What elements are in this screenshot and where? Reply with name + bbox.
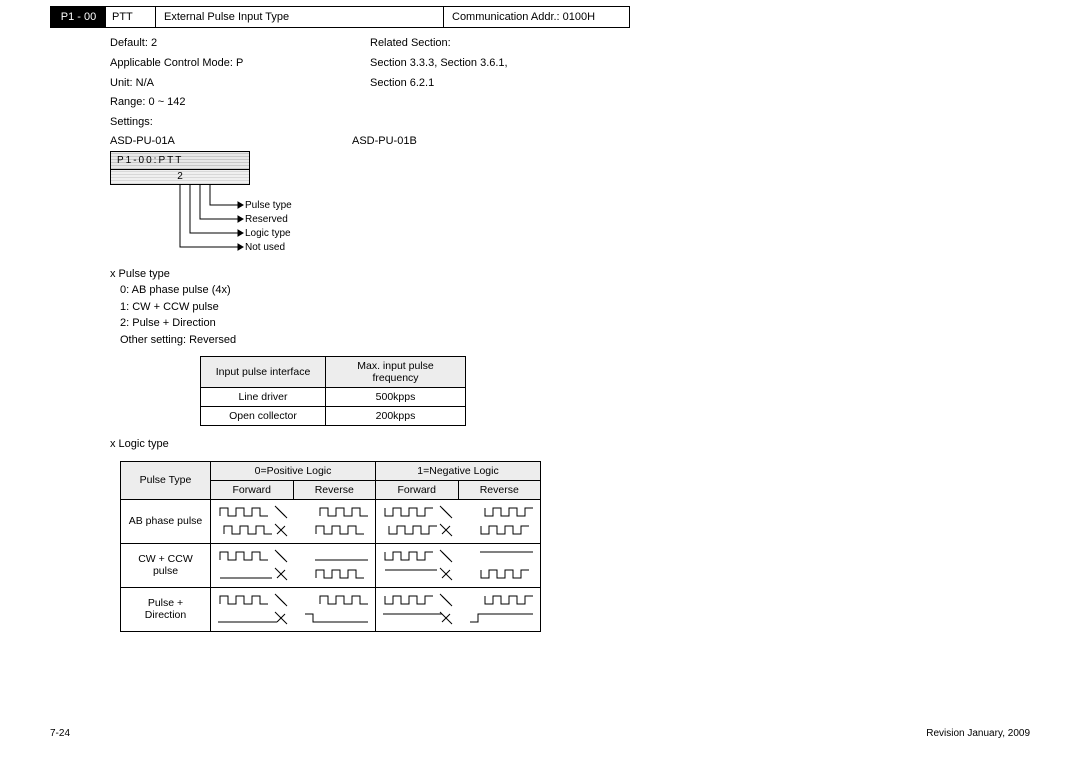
logic-rev1: Reverse [293,480,376,499]
wave-ab-pos [211,499,376,543]
iface-h2: Max. input pulse frequency [326,357,466,388]
iface-h1: Input pulse interface [201,357,326,388]
digit-bracket: Pulse type Reserved Logic type Not used [110,185,410,260]
param-header: P1 - 00 PTT External Pulse Input Type Co… [50,6,630,28]
lcd-bot: 2 [111,170,249,184]
meta-default: Default: 2 [110,34,370,54]
bracket-labels: Pulse type Reserved Logic type Not used [245,199,292,255]
param-code: P1 - 00 [51,7,106,27]
logic-row0: AB phase pulse [121,499,211,543]
logic-row1: CW + CCW pulse [121,543,211,587]
footer: 7-24 Revision January, 2009 [50,728,1030,739]
pulse-type-title: x Pulse type [110,266,1030,283]
logic-fwd1: Forward [211,480,294,499]
iface-r0c1: Line driver [201,388,326,407]
logic-title: x Logic type [110,436,1030,453]
bracket-l4: Not used [245,241,292,255]
wave-cw-neg [376,543,541,587]
pulse-r2: 2: Pulse + Direction [110,315,1030,332]
asd-a: ASD-PU-01A [110,135,352,147]
meta-mode: Applicable Control Mode: P [110,54,370,74]
lcd-top: P1-00:PTT [111,152,249,170]
wave-cw-pos [211,543,376,587]
meta-range: Range: 0 ~ 142 [110,93,370,113]
logic-fwd2: Forward [376,480,459,499]
logic-row2: Pulse + Direction [121,587,211,631]
logic-rev2: Reverse [458,480,541,499]
page-number: 7-24 [50,728,70,739]
wave-pd-neg [376,587,541,631]
param-addr: Communication Addr.: 0100H [444,7,629,27]
asd-row: ASD-PU-01A ASD-PU-01B [50,135,630,147]
param-abbr: PTT [106,7,156,27]
asd-b: ASD-PU-01B [352,135,417,147]
pulse-r0: 0: AB phase pulse (4x) [110,282,1030,299]
logic-table: Pulse Type 0=Positive Logic 1=Negative L… [120,461,541,632]
bracket-l3: Logic type [245,227,292,241]
param-title: External Pulse Input Type [156,7,444,27]
meta-unit: Unit: N/A [110,74,370,94]
pulse-type-block: x Pulse type 0: AB phase pulse (4x) 1: C… [110,266,1030,349]
wave-ab-neg [376,499,541,543]
meta-right: Related Section: Section 3.3.3, Section … [370,34,630,133]
logic-pos: 0=Positive Logic [211,461,376,480]
revision: Revision January, 2009 [926,728,1030,739]
logic-neg: 1=Negative Logic [376,461,541,480]
bracket-l1: Pulse type [245,199,292,213]
meta-r2: Section 6.2.1 [370,74,630,94]
pulse-r3: Other setting: Reversed [110,332,1030,349]
logic-corner: Pulse Type [121,461,211,499]
pulse-r1: 1: CW + CCW pulse [110,299,1030,316]
meta-block: Default: 2 Applicable Control Mode: P Un… [50,34,630,133]
meta-r1: Section 3.3.3, Section 3.6.1, [370,54,630,74]
wave-pd-pos [211,587,376,631]
meta-left: Default: 2 Applicable Control Mode: P Un… [110,34,370,133]
iface-table: Input pulse interface Max. input pulse f… [200,356,466,426]
meta-rs: Related Section: [370,34,630,54]
iface-r1c1: Open collector [201,407,326,426]
iface-r1c2: 200kpps [326,407,466,426]
lcd-display: P1-00:PTT 2 [110,151,250,185]
iface-r0c2: 500kpps [326,388,466,407]
meta-settings: Settings: [110,113,370,133]
bracket-l2: Reserved [245,213,292,227]
